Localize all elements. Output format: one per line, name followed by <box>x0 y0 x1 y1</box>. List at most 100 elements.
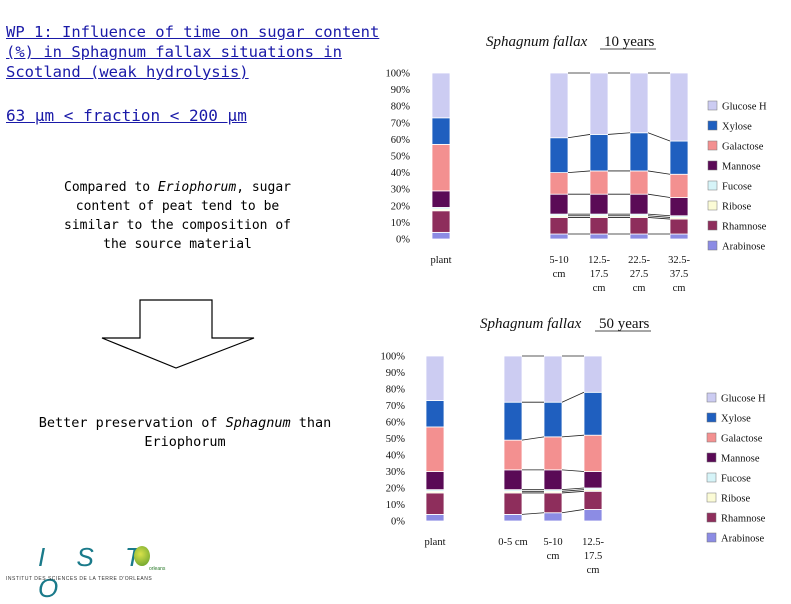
x-tick-label: 5-10 <box>543 537 562 548</box>
x-tick-label: 0-5 cm <box>498 537 527 548</box>
x-tick-label: 17.5 <box>584 551 602 562</box>
isto-logo: I S T O orleans INSTITUT DES SCIENCES DE… <box>4 540 174 603</box>
series-connector <box>561 489 585 492</box>
x-tick-label: 12.5- <box>582 537 604 548</box>
logo-leaf-icon <box>134 546 150 566</box>
series-connector <box>567 134 591 139</box>
legend-swatch <box>706 472 717 483</box>
x-tick-label: cm <box>593 283 606 294</box>
fraction-range: 63 µm < fraction < 200 µm <box>6 106 247 125</box>
y-tick-label: 0% <box>396 235 410 246</box>
bar-segment: Mannose: 12% <box>549 193 569 215</box>
series-connector <box>561 391 585 403</box>
x-tick-label: 32.5- <box>668 255 690 266</box>
y-tick-label: 50% <box>386 434 406 445</box>
comparison-note: Compared to Eriophorum, sugar content of… <box>50 178 305 254</box>
y-tick-label: 100% <box>386 69 411 80</box>
legend-label: Arabinose <box>721 534 764 545</box>
series-connector <box>647 132 671 142</box>
series-connector <box>567 170 591 173</box>
bar-segment: Mannose: 12% <box>543 469 563 491</box>
x-tick-label: plant <box>425 537 446 548</box>
legend-swatch <box>706 412 717 423</box>
y-tick-label: 80% <box>391 102 411 113</box>
bar-segment: Galactose: 13% <box>549 172 569 195</box>
legend-swatch <box>707 240 718 251</box>
bar-segment: Glucose H: 28% <box>503 355 523 403</box>
series-connector <box>647 213 671 217</box>
legend-swatch <box>707 220 718 231</box>
x-tick-label: 37.5 <box>670 269 688 280</box>
series-connector <box>561 490 585 494</box>
bar-segment: Xylose: 23% <box>629 132 649 172</box>
bar-segment: Glucose H: 36% <box>629 72 649 134</box>
bar-segment: Galactose: 27% <box>425 426 445 472</box>
bar-segment: Galactose: 22% <box>583 434 603 472</box>
chart-title-age: 50 years <box>599 316 650 332</box>
legend-swatch <box>706 512 717 523</box>
series-connector <box>521 436 545 441</box>
y-tick-label: 40% <box>391 168 411 179</box>
bar-segment: Rhamnose: 9% <box>669 218 689 235</box>
chart-title-age: 10 years <box>604 34 655 50</box>
legend-label: Ribose <box>722 202 752 213</box>
legend-label: Xylose <box>722 122 752 133</box>
bar-segment: Mannose: 12% <box>629 193 649 215</box>
bar-segment: Galactose: 28% <box>431 143 451 192</box>
bar-segment: Mannose: 11% <box>425 471 445 491</box>
legend-label: Fucose <box>721 474 751 485</box>
bar-segment: Arabinose: 3% <box>669 233 689 240</box>
series-connector <box>561 487 585 491</box>
legend-swatch <box>706 452 717 463</box>
x-tick-label: cm <box>553 269 566 280</box>
legend-label: Ribose <box>721 494 751 505</box>
legend-swatch <box>707 180 718 191</box>
y-tick-label: 70% <box>391 118 411 129</box>
note-text-end: , sugar content of peat tend to be simil… <box>64 180 291 252</box>
bar-segment: Rhamnose: 12% <box>543 492 563 514</box>
bar-segment: Arabinose: 4% <box>431 231 451 240</box>
conclusion-text: Better preservation of Sphagnum than Eri… <box>30 414 340 452</box>
bar-segment: Glucose H: 27% <box>425 355 445 401</box>
x-tick-label: 17.5 <box>590 269 608 280</box>
bar-segment: Xylose: 22% <box>589 134 609 172</box>
chart-50-years: Sphagnum fallax 50 years 0% 10% 20% 30% 40% 50%… <box>345 302 791 597</box>
bar-segment: Galactose: 18% <box>503 439 523 471</box>
x-tick-label: 12.5- <box>588 255 610 266</box>
series-connector <box>607 132 631 135</box>
logo-text: I S T O <box>38 542 153 603</box>
y-tick-label: 60% <box>386 418 406 429</box>
legend-swatch <box>706 392 717 403</box>
legend-swatch <box>707 160 718 171</box>
logo-institute-name: INSTITUT DES SCIENCES DE LA TERRE D'ORLE… <box>6 576 153 582</box>
down-arrow-icon <box>101 299 255 369</box>
bar-segment: Rhamnose: 10% <box>549 217 569 235</box>
legend-label: Galactose <box>721 434 763 445</box>
bar-segment: Rhamnose: 13% <box>431 210 451 233</box>
bar-segment: Glucose H: 39% <box>549 72 569 139</box>
bar-segment: Xylose: 26% <box>583 391 603 436</box>
x-tick-label: cm <box>587 565 600 576</box>
series-connector <box>647 170 671 175</box>
conclusion-text-start: Better preservation of <box>38 415 226 431</box>
bar-segment: Glucose H: 41% <box>669 72 689 142</box>
note-text-start: Compared to <box>64 180 158 195</box>
legend-label: Glucose H <box>721 394 766 405</box>
y-tick-label: 0% <box>391 517 405 528</box>
y-tick-label: 10% <box>391 218 411 229</box>
chart-title-species: Sphagnum fallax <box>480 316 582 332</box>
bar-segment: Mannose: 12% <box>589 193 609 215</box>
legend-label: Glucose H <box>722 102 767 113</box>
conclusion-text-end: than Eriophorum <box>144 415 332 450</box>
legend-label: Rhamnose <box>721 514 766 525</box>
y-tick-label: 30% <box>386 467 406 478</box>
series-connector <box>561 469 585 472</box>
bar-segment: Arabinose: 4% <box>503 513 523 522</box>
x-tick-label: cm <box>673 283 686 294</box>
bar-segment: Glucose H: 28% <box>543 355 563 403</box>
x-tick-label: 22.5- <box>628 255 650 266</box>
series-connector <box>561 509 585 514</box>
legend-label: Fucose <box>722 182 752 193</box>
legend-swatch <box>707 200 718 211</box>
y-tick-label: 40% <box>386 451 406 462</box>
